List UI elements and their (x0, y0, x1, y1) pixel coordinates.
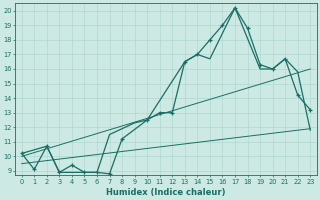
X-axis label: Humidex (Indice chaleur): Humidex (Indice chaleur) (106, 188, 226, 197)
